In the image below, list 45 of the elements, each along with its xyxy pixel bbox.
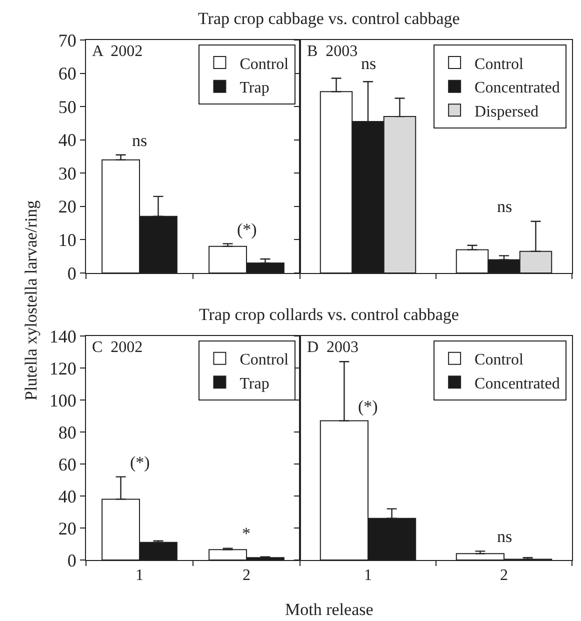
y-tick-label: 120: [49, 358, 76, 378]
annotation: B 2003: [307, 43, 358, 60]
annotation: (*): [237, 220, 257, 239]
y-tick-label: 30: [58, 163, 76, 184]
annotation: (*): [130, 453, 150, 472]
annotation: C 2002: [92, 339, 143, 356]
x-tick-label: 1: [364, 567, 372, 584]
annotation: D 2003: [307, 339, 359, 356]
legend-label: Control: [474, 56, 524, 73]
legend-label: Trap: [240, 80, 270, 97]
y-tick-label: 20: [58, 518, 76, 538]
annotation: ns: [361, 54, 376, 73]
y-axis-title: Plutella xylostella larvae/ring: [22, 200, 40, 400]
annotation: ns: [497, 197, 512, 216]
legend-label: Control: [474, 352, 524, 369]
legend-label: Control: [240, 352, 290, 369]
annotation: *: [242, 524, 250, 543]
y-tick-label: 0: [67, 550, 76, 570]
x-tick-label: 1: [136, 567, 144, 584]
annotation: ns: [497, 527, 512, 546]
y-tick-label: 50: [58, 96, 76, 117]
legend-label: Dispersed: [474, 103, 539, 120]
y-tick-label: 20: [58, 196, 76, 217]
annotation: ns: [132, 131, 148, 150]
y-tick-label: 60: [58, 64, 76, 84]
annotation: (*): [358, 397, 378, 416]
x-axis-title: Moth release: [285, 600, 374, 619]
y-tick-label: 0: [67, 263, 76, 284]
chart-title: Trap crop cabbage vs. control cabbage: [198, 9, 460, 28]
legend-label: Concentrated: [474, 80, 560, 97]
annotation: A 2002: [92, 43, 143, 60]
legend-label: Control: [240, 56, 290, 73]
legend-label: Concentrated: [474, 375, 560, 392]
legend-label: Trap: [240, 375, 270, 392]
x-tick-label: 2: [500, 567, 508, 584]
chart-title: Trap crop collards vs. control cabbage: [199, 305, 459, 324]
y-tick-label: 10: [58, 230, 76, 250]
y-tick-label: 80: [58, 422, 76, 442]
y-tick-label: 60: [58, 454, 76, 474]
y-tick-label: 70: [58, 30, 76, 50]
y-tick-label: 40: [58, 486, 76, 506]
y-tick-label: 140: [49, 326, 76, 346]
x-tick-label: 2: [242, 567, 250, 584]
y-tick-label: 40: [58, 130, 76, 150]
y-tick-label: 100: [49, 390, 76, 410]
